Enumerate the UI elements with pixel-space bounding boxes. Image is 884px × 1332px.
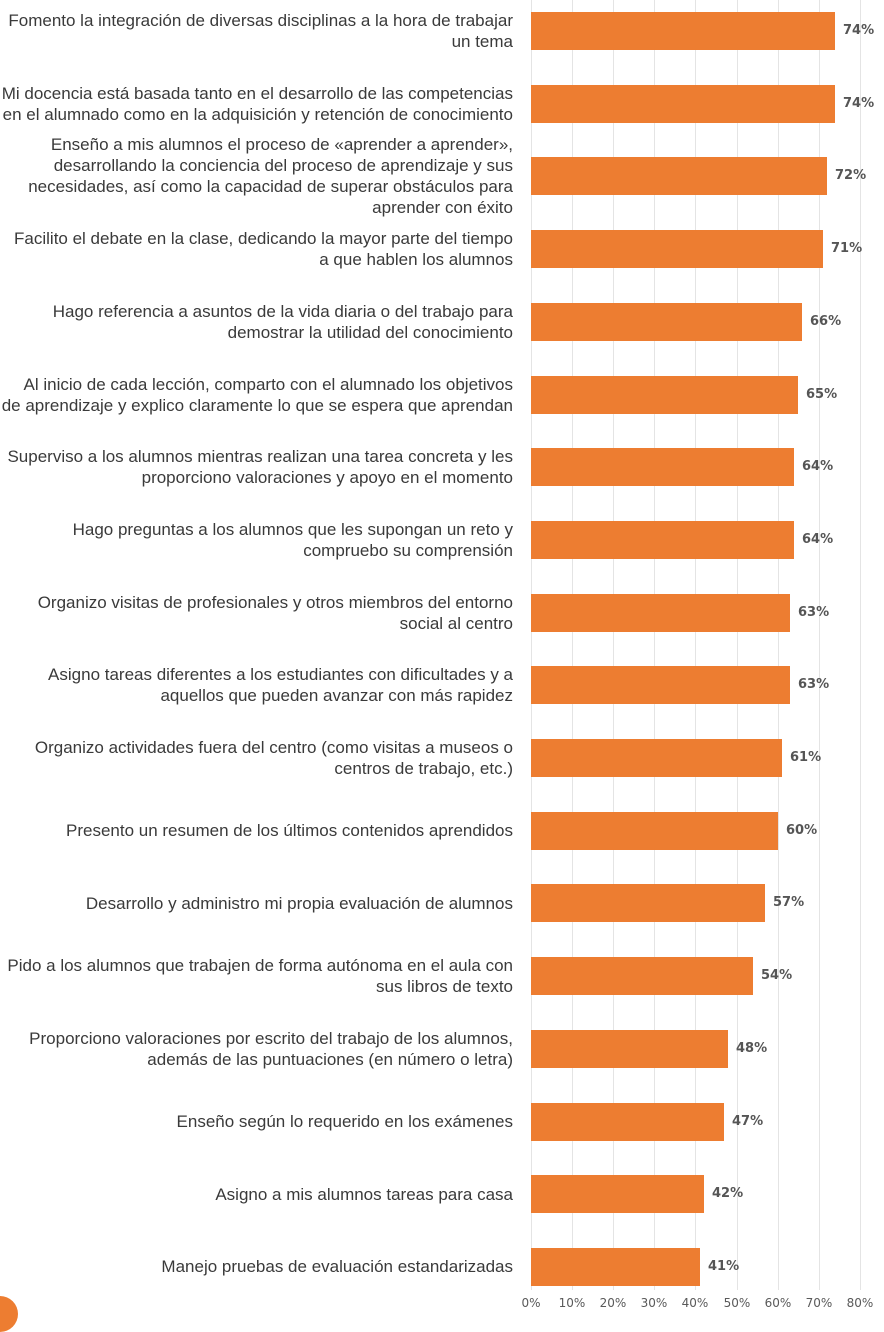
bar (531, 812, 778, 850)
category-label: Fomento la integración de diversas disci… (8, 11, 513, 51)
bar (531, 1248, 700, 1286)
bar-value-label: 63% (798, 677, 830, 692)
bar (531, 739, 782, 777)
x-tick-label: 30% (640, 1296, 668, 1310)
bar-value-label: 74% (843, 96, 875, 111)
bar-value-label: 74% (843, 23, 875, 38)
category-label: Hago preguntas a los alumnos que les sup… (72, 520, 513, 560)
x-tick-label: 80% (846, 1296, 874, 1310)
x-gridline (695, 0, 696, 1290)
x-gridline (572, 0, 573, 1290)
x-gridline (778, 0, 779, 1290)
category-label: Superviso a los alumnos mientras realiza… (7, 447, 513, 487)
category-label: Enseño según lo requerido en los exámene… (176, 1112, 513, 1131)
bar-value-label: 41% (708, 1259, 740, 1274)
category-label: Asigno tareas diferentes a los estudiant… (48, 665, 513, 705)
bar (531, 594, 790, 632)
x-tick-label: 50% (723, 1296, 751, 1310)
bar (531, 666, 790, 704)
bar (531, 1103, 724, 1141)
bar-value-label: 63% (798, 605, 830, 620)
category-label: Desarrollo y administro mi propia evalua… (85, 894, 513, 913)
bar (531, 448, 794, 486)
category-label: Organizo actividades fuera del centro (c… (34, 738, 513, 778)
category-label: Pido a los alumnos que trabajen de forma… (7, 956, 513, 996)
bar (531, 376, 798, 414)
x-gridline (819, 0, 820, 1290)
bar (531, 1175, 704, 1213)
category-label: Hago referencia a asuntos de la vida dia… (52, 302, 513, 342)
bar (531, 303, 802, 341)
bar-value-label: 71% (831, 241, 863, 256)
x-gridline (654, 0, 655, 1290)
bar-value-label: 57% (773, 895, 805, 910)
category-label: Presento un resumen de los últimos conte… (66, 821, 513, 840)
x-tick-label: 70% (805, 1296, 833, 1310)
bar-value-label: 54% (761, 968, 793, 983)
category-label: Mi docencia está basada tanto en el desa… (1, 84, 513, 124)
x-gridline (531, 0, 532, 1290)
category-label: Manejo pruebas de evaluación estandariza… (161, 1257, 513, 1276)
bar-value-label: 61% (790, 750, 822, 765)
bar-value-label: 48% (736, 1041, 768, 1056)
bar (531, 884, 765, 922)
bar (531, 1030, 728, 1068)
x-tick-label: 40% (681, 1296, 709, 1310)
category-label: Al inicio de cada lección, comparto con … (1, 375, 513, 415)
bar (531, 230, 823, 268)
category-label: Asigno a mis alumnos tareas para casa (215, 1185, 513, 1204)
bar-value-label: 47% (732, 1114, 764, 1129)
bar-value-label: 65% (806, 387, 838, 402)
category-label: Proporciono valoraciones por escrito del… (29, 1029, 513, 1069)
bar-value-label: 60% (786, 823, 818, 838)
x-tick-label: 10% (558, 1296, 586, 1310)
category-label: Organizo visitas de profesionales y otro… (37, 593, 513, 633)
x-gridline (860, 0, 861, 1290)
decorative-orange-circle (0, 1296, 18, 1332)
bar (531, 85, 835, 123)
bar (531, 521, 794, 559)
bar-value-label: 42% (712, 1186, 744, 1201)
category-label: Facilito el debate en la clase, dedicand… (14, 229, 513, 269)
bar-value-label: 64% (802, 459, 834, 474)
bar (531, 957, 753, 995)
bar (531, 157, 827, 195)
x-tick-label: 60% (764, 1296, 792, 1310)
x-tick-label: 0% (521, 1296, 541, 1310)
category-label: Enseño a mis alumnos el proceso de «apre… (28, 135, 513, 217)
bar-value-label: 64% (802, 532, 834, 547)
x-gridline (737, 0, 738, 1290)
x-gridline (613, 0, 614, 1290)
x-tick-label: 20% (599, 1296, 627, 1310)
bar-value-label: 72% (835, 168, 867, 183)
bar-value-label: 66% (810, 314, 842, 329)
bar (531, 12, 835, 50)
